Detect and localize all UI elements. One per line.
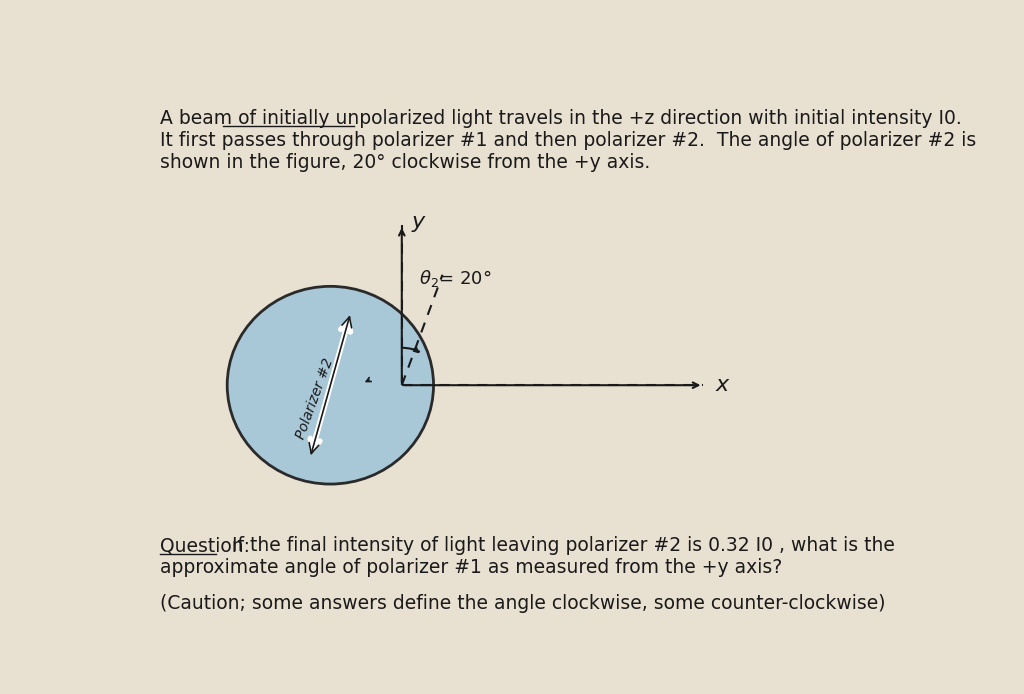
Text: approximate angle of polarizer #1 as measured from the +y axis?: approximate angle of polarizer #1 as mea… bbox=[160, 559, 782, 577]
Text: $\theta_2$= 20°: $\theta_2$= 20° bbox=[419, 268, 492, 289]
Text: A beam of initially unpolarized light travels in the +z direction with initial i: A beam of initially unpolarized light tr… bbox=[160, 108, 962, 128]
Text: If the final intensity of light leaving polarizer #2 is 0.32 I0 , what is the: If the final intensity of light leaving … bbox=[220, 536, 895, 555]
Ellipse shape bbox=[227, 287, 433, 484]
Text: x: x bbox=[715, 375, 728, 395]
Text: Polarizer #2: Polarizer #2 bbox=[293, 356, 336, 441]
Text: It first passes through polarizer #1 and then polarizer #2.  The angle of polari: It first passes through polarizer #1 and… bbox=[160, 131, 976, 150]
Text: Question:: Question: bbox=[160, 536, 250, 555]
Text: (Caution; some answers define the angle clockwise, some counter-clockwise): (Caution; some answers define the angle … bbox=[160, 594, 885, 613]
Text: shown in the figure, 20° clockwise from the +y axis.: shown in the figure, 20° clockwise from … bbox=[160, 153, 650, 172]
Text: y: y bbox=[412, 212, 424, 232]
